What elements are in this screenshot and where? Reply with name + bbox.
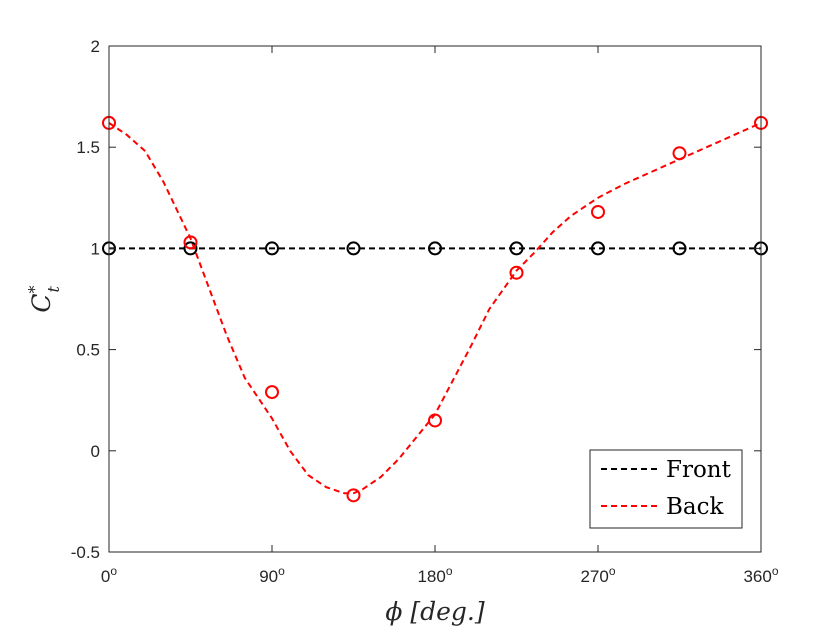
y-tick-label: 2 xyxy=(91,37,100,56)
x-tick-label: 180o xyxy=(417,564,452,586)
x-tick-degree-sign: o xyxy=(110,564,117,578)
data-point-front xyxy=(346,241,361,256)
data-point-front xyxy=(509,241,524,256)
x-tick-value: 0 xyxy=(101,567,110,586)
y-tick-label: 1.5 xyxy=(76,138,100,157)
y-tick-label: 0.5 xyxy=(76,341,100,360)
y-axis-label: C*t xyxy=(25,285,63,312)
data-point-front xyxy=(591,241,605,256)
y-tick-label: 0 xyxy=(91,442,100,461)
legend-label-front: Front xyxy=(666,457,732,483)
x-axis-label: ϕ [deg.] xyxy=(385,597,484,626)
x-tick-degree-sign: o xyxy=(609,564,616,578)
data-point-front xyxy=(428,241,442,256)
x-tick-label: 0o xyxy=(101,564,117,586)
series-line-back xyxy=(108,121,762,495)
y-axis-ticks: -0.5 0 0.5 1 1.5 2 xyxy=(71,37,761,562)
x-tick-value: 180 xyxy=(417,567,445,586)
y-tick-label: -0.5 xyxy=(71,543,100,562)
x-tick-value: 90 xyxy=(259,567,278,586)
x-tick-degree-sign: o xyxy=(278,564,285,578)
data-point-front xyxy=(183,241,198,256)
y-tick-label: 1 xyxy=(91,239,100,258)
legend-box xyxy=(589,449,743,529)
y-axis-label-superscript: * xyxy=(25,285,44,293)
data-point-back xyxy=(509,265,524,280)
data-point-front xyxy=(265,241,279,256)
y-axis-label-main: C xyxy=(27,293,56,312)
x-tick-degree-sign: o xyxy=(772,564,779,578)
data-point-back xyxy=(265,385,279,400)
data-point-back xyxy=(183,235,198,250)
x-tick-value: 360 xyxy=(743,567,771,586)
x-axis-ticks: 0o 90o 180o 270o 360o xyxy=(101,46,779,586)
data-point-front xyxy=(672,241,687,256)
x-tick-degree-sign: o xyxy=(446,564,453,578)
data-point-back xyxy=(591,204,605,219)
legend-label-back: Back xyxy=(666,494,724,520)
y-axis-label-subscript: t xyxy=(44,285,63,292)
x-tick-label: 270o xyxy=(580,564,615,586)
data-point-back xyxy=(672,146,687,161)
x-tick-label: 90o xyxy=(259,564,285,586)
plot-lines xyxy=(108,121,762,495)
legend: Front Back xyxy=(589,449,743,529)
x-tick-label: 360o xyxy=(743,564,778,586)
plot-markers xyxy=(102,115,768,503)
data-point-back xyxy=(428,413,442,428)
data-point-back xyxy=(346,488,361,503)
x-tick-value: 270 xyxy=(580,567,608,586)
